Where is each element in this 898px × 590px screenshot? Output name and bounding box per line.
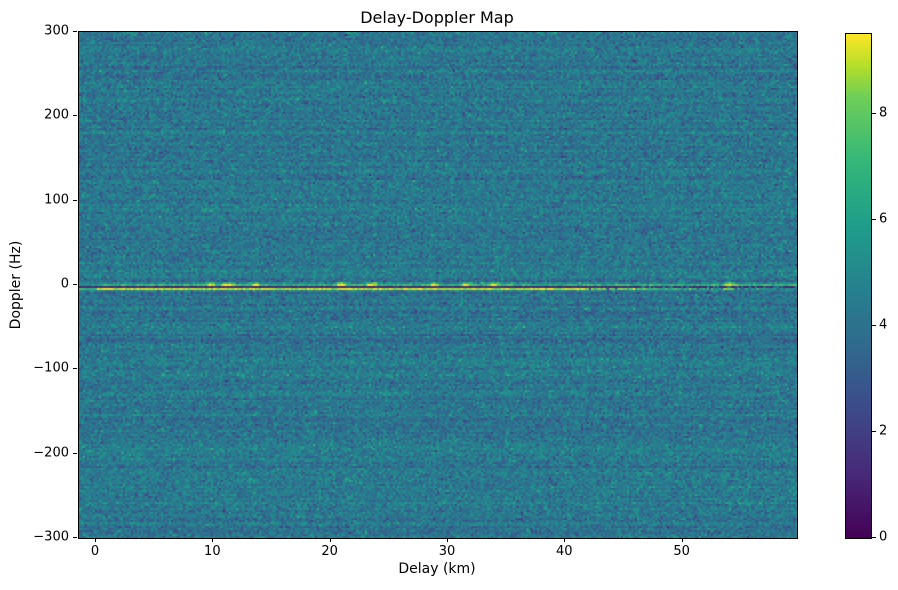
y-tick-label: −300 bbox=[33, 529, 69, 545]
y-tick-label: −200 bbox=[33, 445, 69, 461]
colorbar-tick-label: 2 bbox=[879, 423, 888, 439]
plot-title: Delay-Doppler Map bbox=[360, 8, 514, 27]
y-tick-label: −100 bbox=[33, 360, 69, 376]
x-tick-mark bbox=[446, 538, 448, 542]
x-tick-mark bbox=[212, 538, 214, 542]
x-tick-label: 20 bbox=[321, 544, 338, 559]
x-axis-label: Delay (km) bbox=[398, 561, 476, 577]
colorbar-tick-label: 4 bbox=[879, 317, 888, 333]
x-tick-mark bbox=[564, 538, 566, 542]
y-tick-mark bbox=[73, 537, 77, 538]
x-tick-label: 30 bbox=[438, 544, 456, 559]
x-tick-label: 40 bbox=[556, 544, 573, 559]
x-tick-label: 50 bbox=[673, 544, 690, 559]
y-tick-mark bbox=[73, 284, 77, 285]
x-tick-mark bbox=[681, 538, 683, 542]
y-tick-label: 300 bbox=[44, 23, 69, 39]
y-tick-mark bbox=[73, 368, 77, 370]
colorbar-tick-label: 8 bbox=[879, 105, 888, 121]
y-tick-mark bbox=[73, 115, 77, 117]
colorbar-tick-mark bbox=[872, 324, 876, 326]
colorbar-tick-mark bbox=[872, 218, 876, 220]
colorbar-tick-mark bbox=[872, 537, 876, 538]
heatmap-canvas bbox=[78, 31, 798, 539]
colorbar-tick-mark bbox=[872, 112, 876, 114]
y-tick-mark bbox=[73, 199, 77, 201]
x-tick-mark bbox=[95, 538, 96, 542]
colorbar-canvas bbox=[845, 33, 872, 539]
y-tick-label: 100 bbox=[44, 192, 69, 208]
x-tick-label: 0 bbox=[90, 544, 100, 559]
y-tick-mark bbox=[73, 31, 77, 32]
x-tick-mark bbox=[329, 538, 331, 542]
y-tick-label: 0 bbox=[60, 276, 69, 292]
x-tick-label: 10 bbox=[204, 544, 221, 559]
y-tick-mark bbox=[73, 452, 77, 454]
colorbar-tick-label: 6 bbox=[879, 211, 888, 227]
y-axis-label: Doppler (Hz) bbox=[8, 240, 24, 330]
y-tick-label: 200 bbox=[44, 107, 69, 123]
colorbar-tick-label: 0 bbox=[879, 529, 888, 545]
colorbar-tick-mark bbox=[872, 430, 876, 432]
